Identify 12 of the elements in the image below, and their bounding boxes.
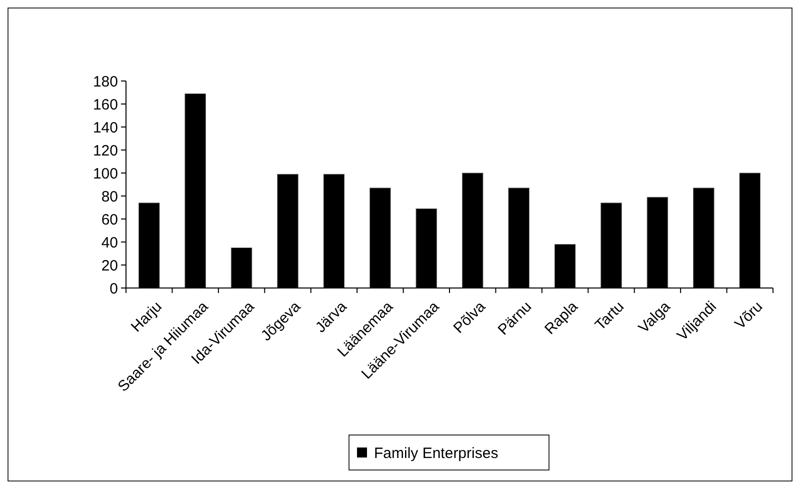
y-tick-label: 100	[92, 165, 118, 182]
y-tick-label: 140	[92, 119, 118, 136]
y-tick-label: 80	[101, 188, 118, 206]
y-tick-label: 160	[92, 96, 118, 114]
y-tick-label: 60	[101, 211, 118, 228]
legend-label: Family Enterprises	[374, 444, 498, 462]
y-tick-label: 20	[101, 257, 118, 274]
y-tick-label: 40	[101, 234, 118, 252]
y-tick-label: 180	[92, 73, 118, 90]
x-tick-label: Võru	[732, 298, 766, 333]
y-tick-label: 0	[110, 280, 118, 298]
y-tick-label: 120	[92, 142, 118, 160]
